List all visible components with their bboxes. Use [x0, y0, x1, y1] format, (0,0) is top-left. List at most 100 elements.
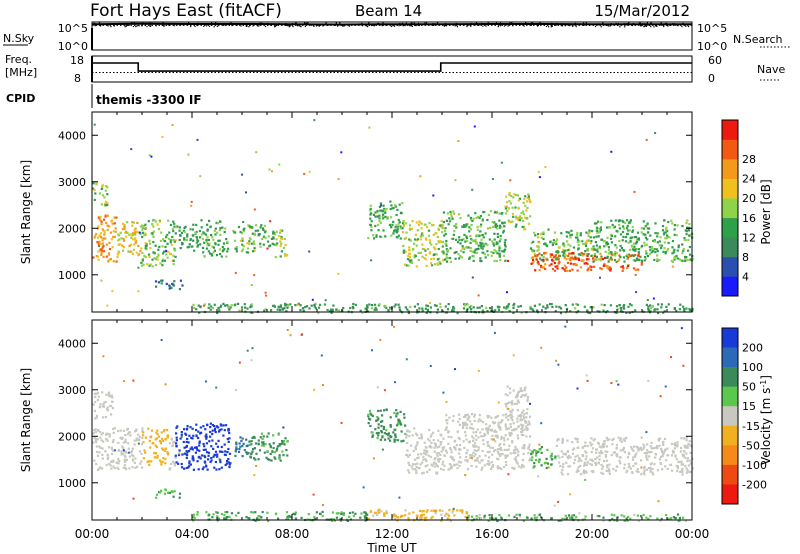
heatmap-cell: [521, 225, 524, 229]
heatmap-cell: [400, 514, 403, 517]
heatmap-noise-cell: [457, 140, 460, 142]
heatmap-cell: [408, 434, 411, 438]
nsky-sample: [495, 22, 498, 24]
heatmap-cell: [536, 245, 539, 248]
heatmap-cell: [681, 467, 684, 470]
heatmap-cell: [163, 259, 167, 262]
heatmap-cell: [612, 451, 615, 454]
heatmap-cell: [251, 232, 254, 235]
heatmap-cell: [369, 213, 372, 216]
heatmap-cell: [615, 465, 618, 468]
heatmap-cell: [259, 436, 262, 439]
heatmap-cell: [689, 258, 692, 261]
heatmap-cell: [210, 254, 214, 257]
heatmap-cell: [475, 431, 478, 434]
heatmap-cell: [211, 429, 214, 432]
heatmap-cell: [382, 204, 385, 207]
heatmap-cell: [152, 225, 155, 228]
nsky-sample: [163, 25, 165, 27]
heatmap-cell: [537, 260, 540, 263]
heatmap-cell: [165, 236, 168, 239]
heatmap-cell: [376, 416, 379, 419]
heatmap-cell: [584, 241, 588, 244]
heatmap-cell: [257, 443, 260, 446]
heatmap-cell: [109, 394, 112, 397]
heatmap-cell: [379, 438, 382, 441]
nsky-sample: [334, 24, 336, 26]
heatmap-cell: [546, 258, 549, 261]
heatmap-cell: [129, 233, 132, 236]
heatmap-cell: [167, 237, 171, 240]
heatmap-cell: [478, 234, 481, 237]
heatmap-cell: [619, 449, 622, 452]
colorbar-tick-label: 200: [742, 342, 763, 355]
heatmap-cell: [180, 231, 183, 234]
heatmap-cell: [665, 237, 668, 240]
heatmap-cell: [432, 257, 435, 260]
heatmap-cell: [480, 246, 483, 249]
heatmap-cell: [172, 262, 175, 266]
nsky-sample: [168, 24, 171, 26]
heatmap-cell: [467, 246, 470, 249]
nsky-sample: [381, 25, 383, 27]
heatmap-cell: [652, 239, 655, 242]
heatmap-noise-cell: [529, 402, 531, 405]
heatmap-cell: [226, 304, 229, 307]
heatmap-cell: [428, 445, 431, 448]
heatmap-cell: [606, 226, 609, 229]
heatmap-cell: [196, 513, 199, 516]
heatmap-cell: [122, 239, 126, 242]
heatmap-cell: [445, 451, 449, 454]
heatmap-cell: [361, 311, 364, 314]
heatmap-cell: [626, 257, 629, 260]
heatmap-cell: [485, 306, 488, 309]
heatmap-cell: [488, 450, 491, 453]
heatmap-cell: [515, 217, 518, 220]
heatmap-cell: [474, 212, 477, 215]
heatmap-cell: [280, 442, 283, 446]
heatmap-noise-cell: [645, 431, 648, 434]
heatmap-cell: [206, 223, 209, 226]
heatmap-cell: [389, 200, 392, 203]
heatmap-cell: [417, 453, 420, 456]
heatmap-cell: [218, 468, 221, 471]
heatmap-cell: [360, 512, 363, 515]
heatmap-cell: [297, 302, 300, 305]
nsky-sample: [361, 22, 363, 24]
heatmap-noise-cell: [646, 299, 649, 301]
heatmap-cell: [469, 249, 472, 253]
heatmap-cell: [635, 462, 638, 465]
heatmap-cell: [563, 268, 566, 271]
heatmap-cell: [154, 280, 158, 283]
heatmap-cell: [489, 226, 492, 229]
heatmap-cell: [377, 223, 380, 226]
heatmap-cell: [613, 225, 616, 228]
heatmap-cell: [475, 234, 478, 237]
heatmap-cell: [566, 261, 570, 265]
heatmap-cell: [195, 428, 198, 432]
heatmap-cell: [470, 455, 473, 458]
heatmap-cell: [254, 229, 257, 232]
heatmap-cell: [104, 400, 107, 404]
heatmap-cell: [120, 452, 123, 455]
heatmap-cell: [605, 244, 608, 247]
heatmap-noise-cell: [654, 132, 657, 135]
heatmap-cell: [372, 213, 375, 216]
heatmap-cell: [224, 453, 227, 457]
heatmap-noise-cell: [148, 154, 151, 157]
heatmap-cell: [212, 238, 215, 241]
heatmap-cell: [497, 424, 500, 428]
heatmap-cell: [452, 415, 455, 418]
nsky-sample: [406, 24, 408, 26]
heatmap-cell: [473, 449, 476, 452]
heatmap-cell: [489, 210, 493, 213]
heatmap-cell: [575, 470, 578, 473]
heatmap-cell: [205, 435, 208, 438]
heatmap-cell: [524, 394, 527, 397]
heatmap-noise-cell: [289, 334, 292, 337]
heatmap-cell: [532, 240, 535, 243]
nsky-sample: [530, 24, 533, 26]
heatmap-cell: [155, 431, 158, 434]
nsearch-bottom-tick: 10^0: [697, 40, 727, 53]
heatmap-cell: [93, 409, 96, 412]
